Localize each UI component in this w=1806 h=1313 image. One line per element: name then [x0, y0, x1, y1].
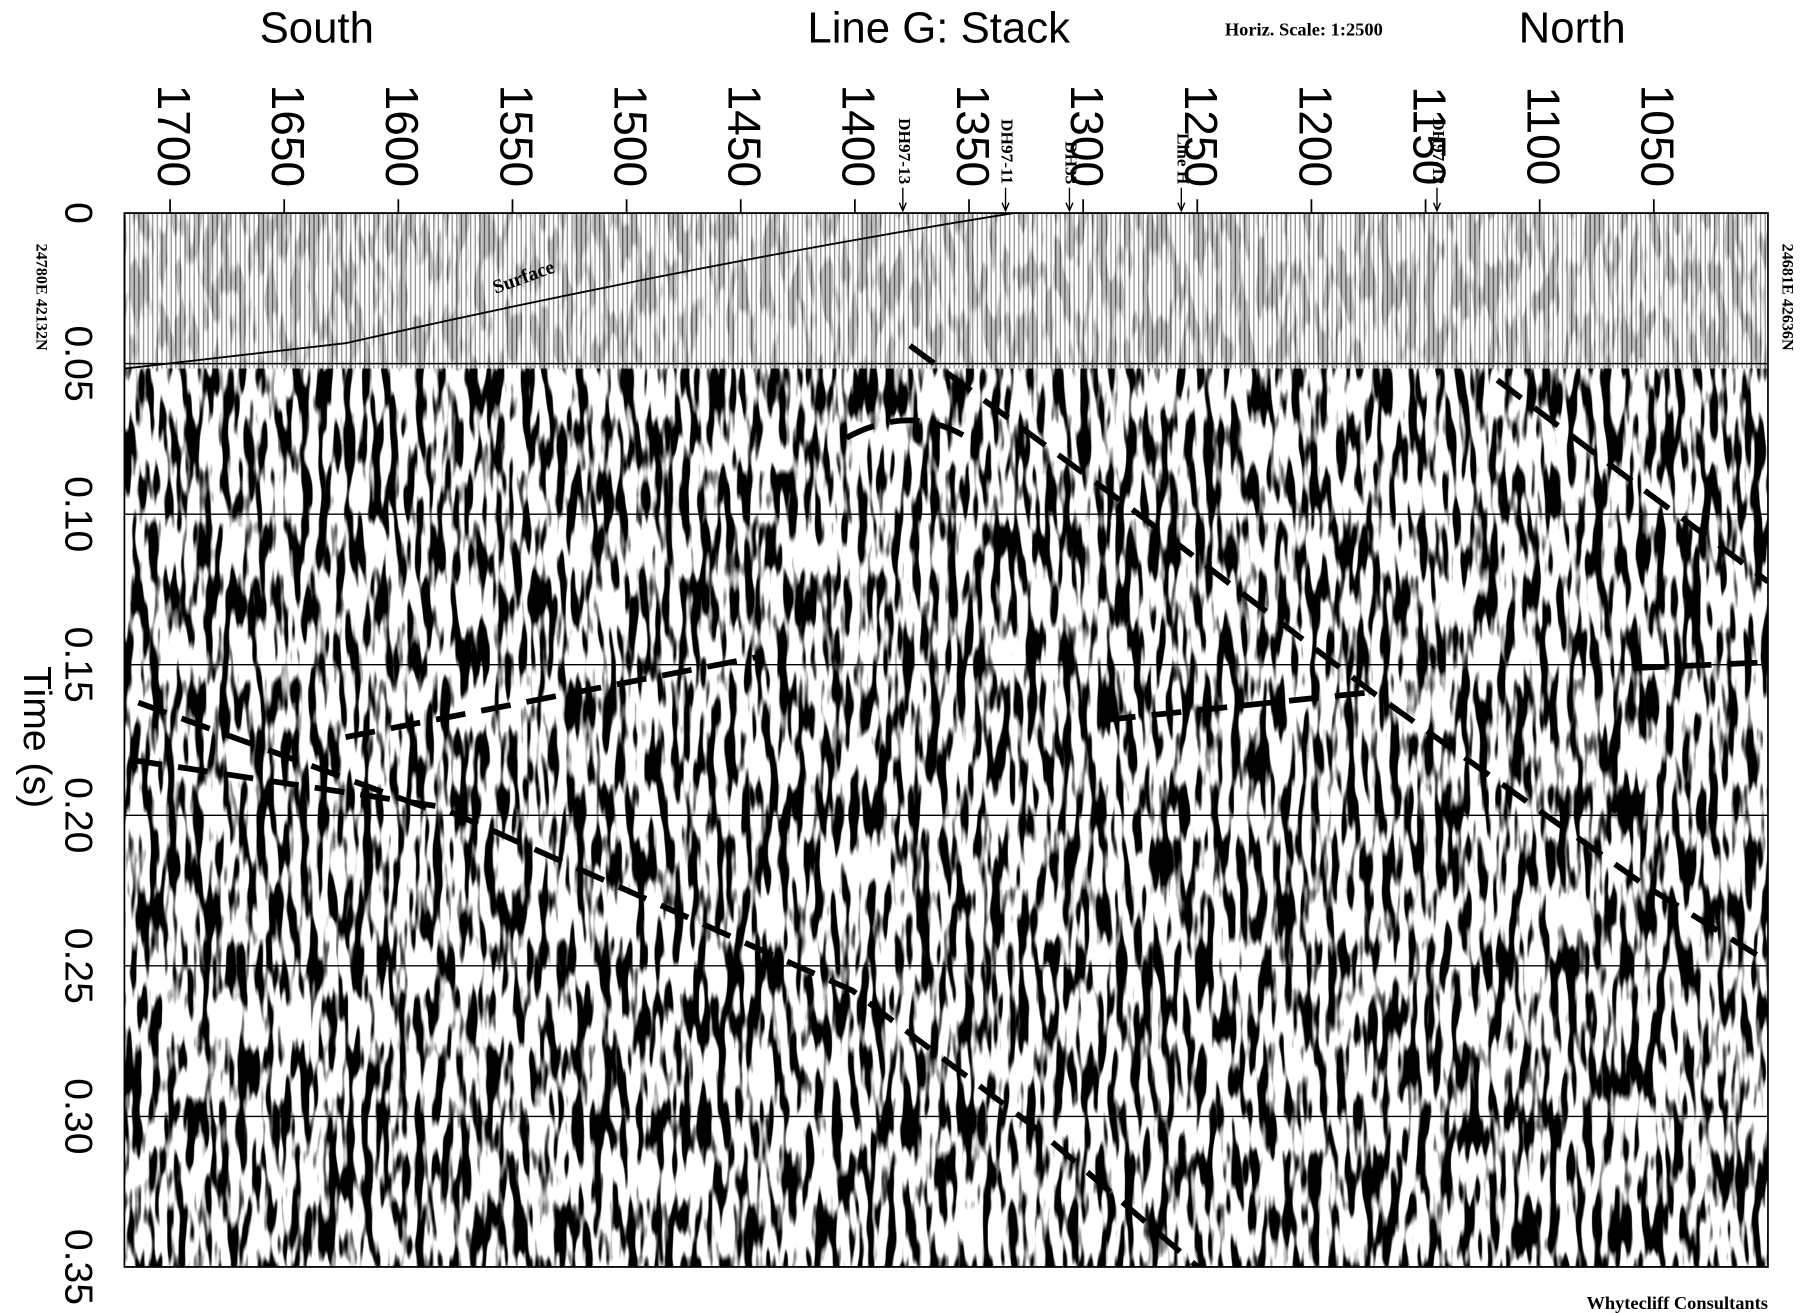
scale-text: Horiz. Scale: 1:2500: [1225, 19, 1383, 39]
x-tick-label: 1600: [376, 85, 428, 187]
seismic-traces: [124, 213, 1768, 1267]
y-tick-label: 0.30: [57, 1078, 100, 1154]
seismic-section: [124, 213, 1768, 1267]
chart-title: Line G: Stack: [807, 4, 1070, 53]
well-label: DH33: [1061, 141, 1080, 185]
well-label: Line H: [1173, 133, 1192, 185]
reflector: [345, 653, 761, 740]
x-tick-label: 1400: [833, 85, 885, 187]
left-coord: 24780E 42132N: [33, 244, 50, 351]
reflector: [132, 757, 1200, 1267]
well-arrowhead: [1432, 202, 1442, 213]
x-tick-label: 1300: [1061, 85, 1113, 187]
x-tick-label: 1450: [719, 85, 771, 187]
x-tick-label: 1250: [1175, 85, 1227, 187]
credit: Whytecliff Consultants: [1586, 1293, 1768, 1313]
surface-line: [124, 213, 1014, 370]
well-arrowhead: [1177, 202, 1186, 213]
right-label: North: [1519, 4, 1626, 53]
well-arrowhead: [898, 202, 907, 213]
left-label: South: [260, 4, 374, 53]
x-tick-label: 1200: [1289, 85, 1341, 187]
well-label: DH97-11: [998, 119, 1017, 184]
x-tick-label: 1100: [1518, 86, 1570, 185]
x-tick-label: 1500: [604, 85, 656, 187]
interpreted-reflectors: [132, 343, 1768, 1267]
well-arrowhead: [1001, 202, 1010, 213]
well-arrowhead: [1065, 202, 1074, 213]
y-tick-label: 0.05: [57, 326, 100, 402]
reflector: [1105, 688, 1383, 723]
y-tick-label: 0.20: [57, 777, 100, 853]
y-tick-label: 0: [57, 202, 100, 224]
x-tick-label: 1150: [1403, 86, 1455, 185]
x-tick-label: 1550: [490, 85, 542, 187]
x-tick-label: 1650: [262, 85, 314, 187]
x-tick-label: 1050: [1632, 85, 1684, 187]
reflector: [908, 343, 1768, 965]
well-label: DH97-13: [895, 118, 914, 185]
well-label: DH97-12: [1429, 118, 1448, 184]
y-tick-label: 0.35: [57, 1229, 100, 1305]
x-tick-label: 1350: [947, 85, 999, 187]
reflector: [137, 699, 439, 815]
y-tick-label: 0.15: [57, 627, 100, 703]
reflector: [845, 417, 969, 441]
pre-surface-zone: [124, 213, 1768, 369]
right-coord: 24681E 42636N: [1779, 244, 1796, 351]
x-tick-label: 1700: [148, 85, 200, 187]
y-tick-label: 0.10: [57, 476, 100, 552]
reflector: [1495, 377, 1768, 584]
y-tick-label: 0.25: [57, 928, 100, 1004]
y-axis-label: Time (s): [15, 666, 58, 808]
